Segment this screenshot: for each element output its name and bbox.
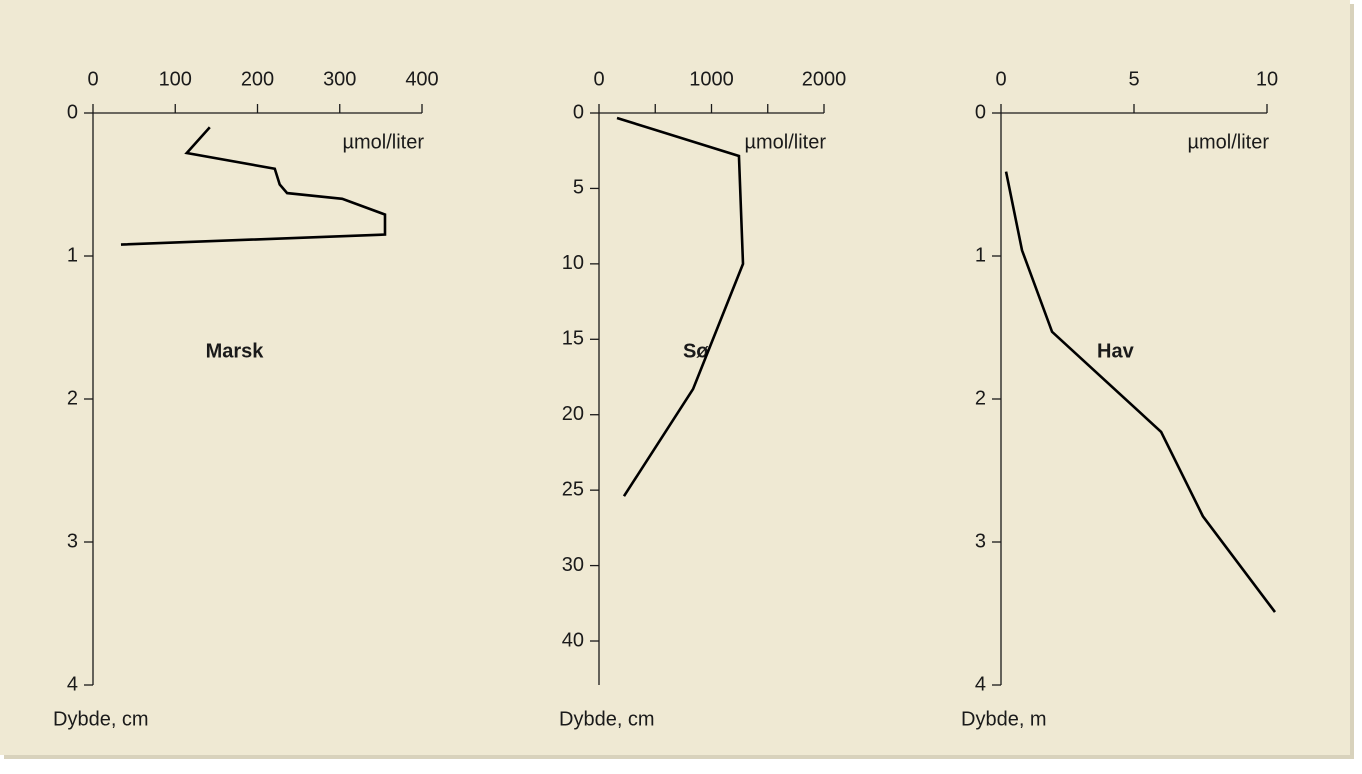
y-axis-label: Dybde, cm (53, 708, 149, 730)
y-tick-label: 4 (975, 673, 986, 695)
panel-label: Sø (683, 340, 709, 362)
x-tick-label: 10 (1256, 68, 1278, 90)
panel-label: Hav (1097, 340, 1135, 362)
y-tick-label: 25 (562, 478, 584, 500)
y-axis-label: Dybde, m (961, 708, 1047, 730)
y-tick-label: 20 (562, 403, 584, 425)
x-axis-label: µmol/liter (342, 131, 424, 153)
y-tick-label: 2 (975, 387, 986, 409)
x-tick-label: 2000 (802, 68, 847, 90)
profile-line (120, 126, 387, 246)
panel-label: Marsk (206, 340, 265, 362)
y-tick-label: 4 (67, 673, 78, 695)
y-tick-label: 0 (573, 101, 584, 123)
y-tick-label: 1 (67, 244, 78, 266)
y-tick-label: 40 (562, 629, 584, 651)
profile-line (616, 116, 745, 497)
profile-line (1004, 171, 1277, 613)
x-axis-label: µmol/liter (744, 131, 826, 153)
y-tick-label: 5 (573, 177, 584, 199)
y-tick-label: 0 (67, 101, 78, 123)
panel-background (0, 0, 1350, 755)
y-tick-label: 3 (975, 530, 986, 552)
x-tick-label: 0 (593, 68, 604, 90)
x-tick-label: 0 (87, 68, 98, 90)
y-tick-label: 10 (562, 252, 584, 274)
y-tick-label: 15 (562, 328, 584, 350)
y-tick-label: 3 (67, 530, 78, 552)
x-tick-label: 300 (323, 68, 356, 90)
y-tick-label: 2 (67, 387, 78, 409)
x-tick-label: 200 (241, 68, 274, 90)
x-tick-label: 1000 (689, 68, 734, 90)
x-tick-label: 400 (405, 68, 438, 90)
y-tick-label: 0 (975, 101, 986, 123)
y-tick-label: 1 (975, 244, 986, 266)
y-tick-label: 30 (562, 554, 584, 576)
x-axis-label: µmol/liter (1187, 131, 1269, 153)
x-tick-label: 0 (995, 68, 1006, 90)
x-tick-label: 5 (1128, 68, 1139, 90)
x-tick-label: 100 (159, 68, 192, 90)
y-axis-label: Dybde, cm (559, 708, 655, 730)
